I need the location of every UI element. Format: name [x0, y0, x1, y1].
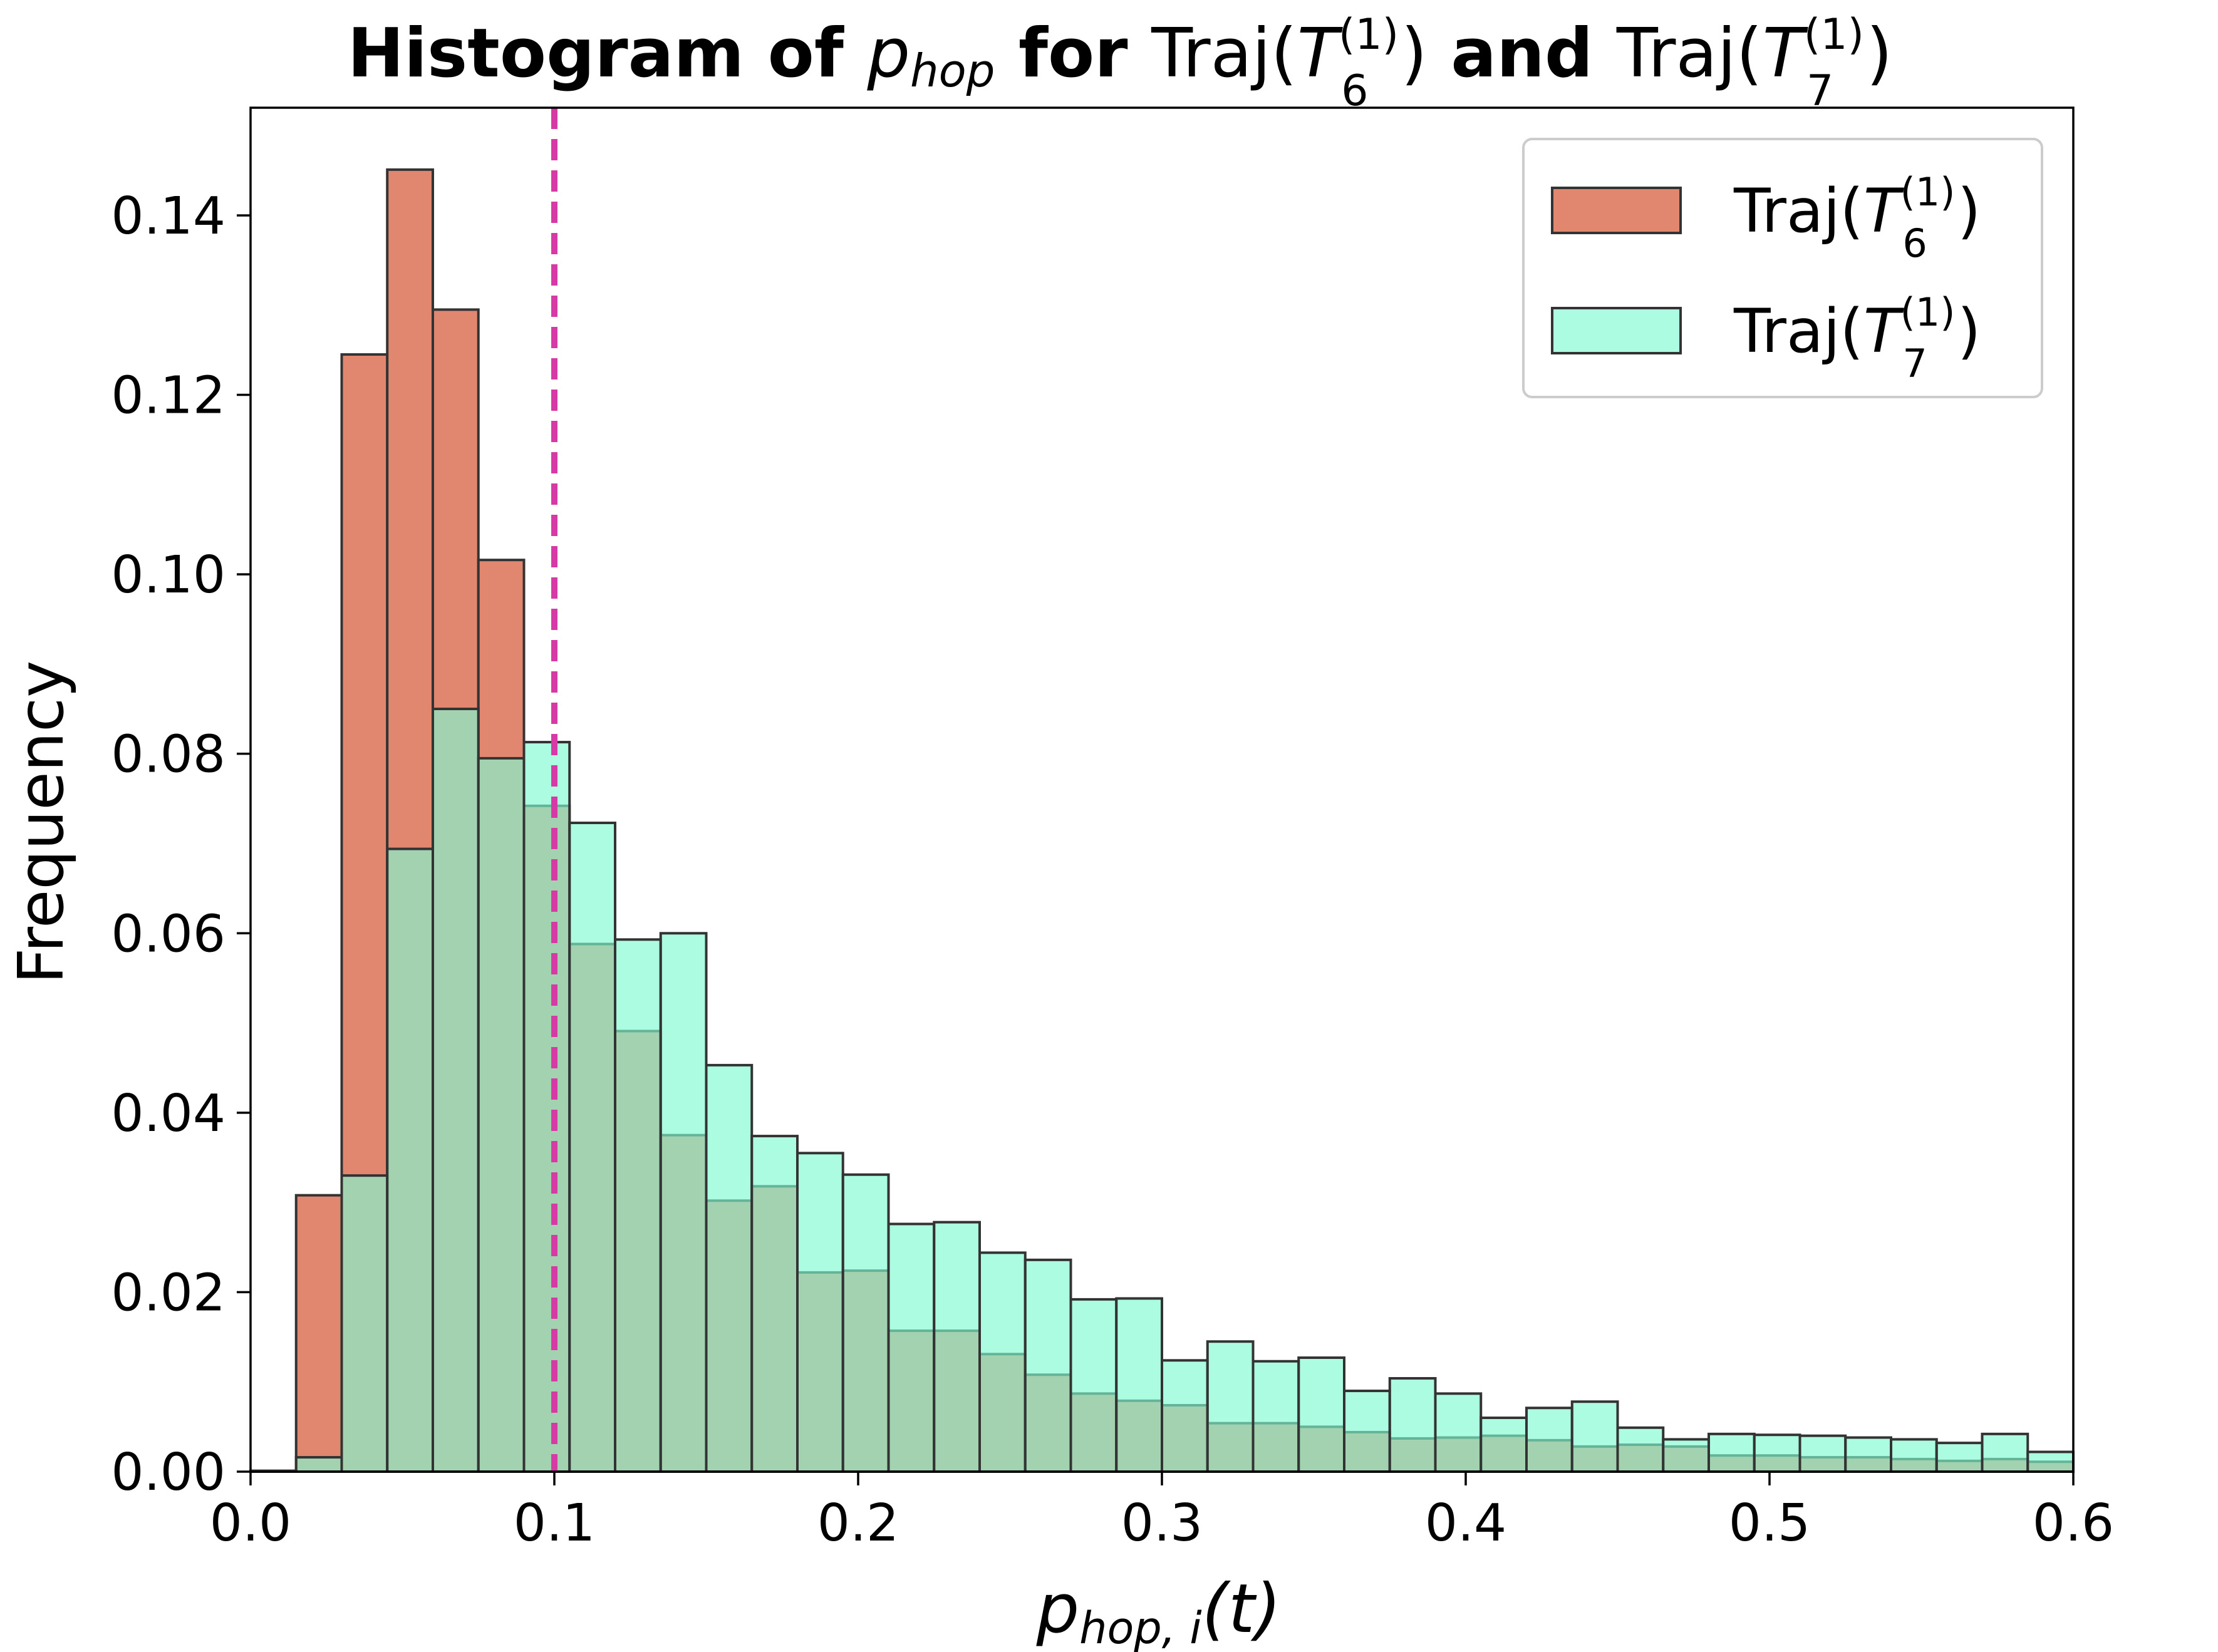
histogram-bar — [432, 708, 480, 1473]
histogram-bar — [1798, 1434, 1847, 1474]
histogram-bar — [978, 1251, 1027, 1473]
histogram-bar — [705, 1063, 754, 1473]
histogram-bar — [1753, 1433, 1801, 1473]
x-tick-label: 0.2 — [817, 1494, 899, 1553]
series-traj-t7-bars — [294, 708, 2075, 1474]
histogram-bar — [294, 1194, 343, 1474]
y-axis-ticks: 0.00 0.02 0.04 0.06 0.08 0.10 0.12 0.14 — [111, 187, 251, 1502]
histogram-bar — [294, 1456, 343, 1474]
x-axis-label: phop, i(t) — [1036, 1570, 1282, 1652]
histogram-bar — [1023, 1258, 1072, 1473]
histogram-bar — [1206, 1340, 1255, 1473]
histogram-bar — [1708, 1432, 1756, 1473]
y-tick-label: 0.14 — [111, 187, 225, 246]
histogram-bar — [659, 932, 708, 1473]
x-tick-label: 0.4 — [1425, 1494, 1506, 1553]
histogram-bar — [1935, 1442, 1984, 1474]
legend-swatch-traj-t7 — [1551, 307, 1682, 354]
histogram-bar — [1981, 1432, 2029, 1473]
y-tick-label: 0.00 — [111, 1443, 225, 1502]
legend-label-traj-t6: Traj(T(1) 6) — [1733, 169, 1981, 266]
histogram-bar — [477, 756, 526, 1473]
legend: Traj(T(1) 6) Traj(T(1) 7) — [1522, 138, 2043, 398]
histogram-bar — [1297, 1356, 1345, 1474]
y-tick-label: 0.12 — [111, 366, 225, 426]
histogram-bar — [340, 1174, 389, 1474]
chart-title: Histogram of phop for Traj(T(1) 6) and Tr… — [348, 10, 1893, 116]
x-tick-label: 0.3 — [1121, 1494, 1203, 1553]
histogram-bar — [1570, 1400, 1619, 1473]
legend-label-traj-t7: Traj(T(1) 7) — [1733, 289, 1981, 386]
histogram-bar — [1525, 1407, 1573, 1473]
histogram-bar — [1890, 1438, 1938, 1473]
histogram-bar — [887, 1222, 936, 1473]
y-axis-label: Frequency — [4, 661, 78, 984]
x-tick-label: 0.0 — [210, 1494, 291, 1553]
y-tick-label: 0.04 — [111, 1084, 225, 1143]
legend-swatch-traj-t6 — [1551, 187, 1682, 234]
x-tick-label: 0.5 — [1729, 1494, 1810, 1553]
histogram-bar — [1844, 1436, 1892, 1474]
histogram-bar — [522, 741, 571, 1473]
y-tick-label: 0.08 — [111, 725, 225, 785]
histogram-bar — [796, 1152, 844, 1474]
x-tick-label: 0.6 — [2033, 1494, 2114, 1553]
histogram-bar — [1252, 1360, 1300, 1473]
histogram-bar — [1388, 1376, 1437, 1474]
y-tick-label: 0.02 — [111, 1263, 225, 1323]
histogram-bar — [2026, 1450, 2075, 1474]
histogram-bar — [1161, 1359, 1209, 1473]
histogram-bar — [1662, 1438, 1710, 1473]
histogram-bar — [1616, 1426, 1665, 1473]
histogram-bar — [568, 822, 616, 1473]
histogram-bar — [841, 1173, 890, 1473]
y-tick-label: 0.06 — [111, 904, 225, 964]
histogram-bar — [1480, 1417, 1528, 1474]
histogram-bar — [1069, 1298, 1118, 1474]
histogram-bar — [614, 938, 662, 1474]
histogram-bar — [1434, 1392, 1483, 1473]
histogram-bar — [386, 847, 434, 1473]
histogram-bar — [933, 1221, 981, 1473]
histogram-bar — [750, 1135, 799, 1474]
x-axis-ticks: 0.0 0.1 0.2 0.3 0.4 0.5 0.6 — [210, 1472, 2114, 1553]
y-tick-label: 0.10 — [111, 545, 225, 605]
histogram-bar — [1115, 1297, 1163, 1474]
histogram-bar — [1343, 1390, 1391, 1474]
x-tick-label: 0.1 — [514, 1494, 595, 1553]
